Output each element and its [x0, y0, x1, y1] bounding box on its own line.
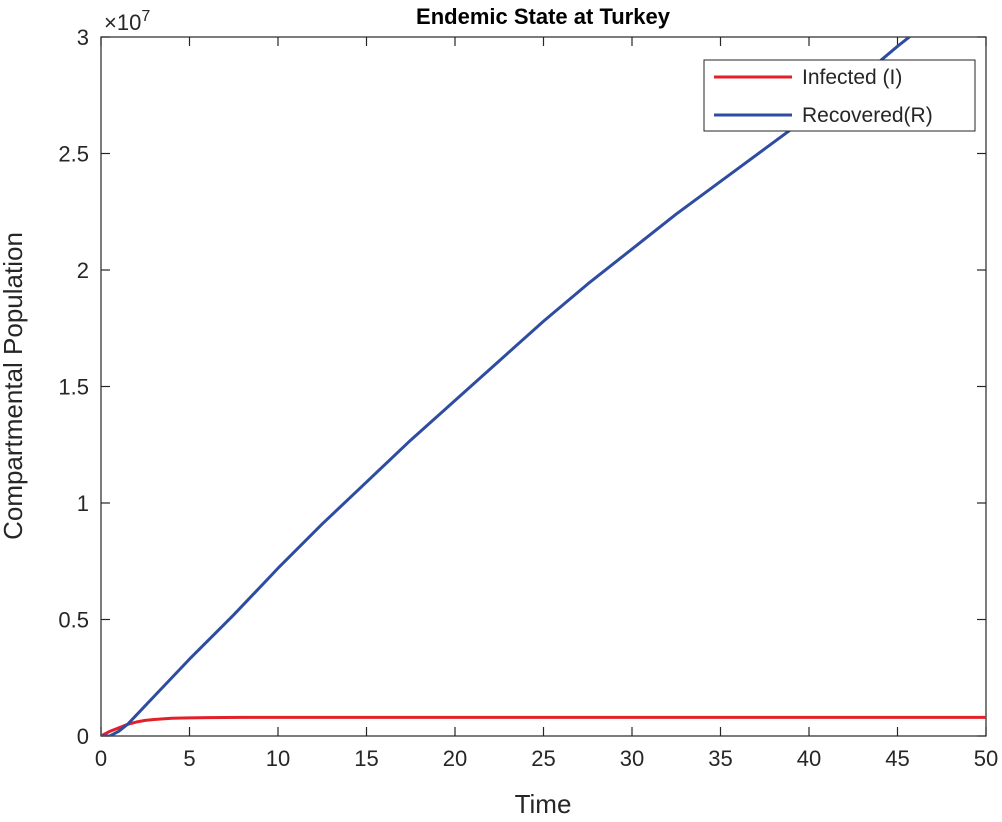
y-exponent-power: 7 — [141, 8, 150, 25]
y-tick-label: 3 — [77, 25, 89, 50]
legend: Infected (I) Recovered(R) — [703, 59, 976, 132]
y-tick-label: 0 — [77, 724, 89, 749]
y-exponent-label: ×107 — [104, 8, 150, 35]
ticks: 0 5 10 15 20 25 30 35 40 45 50 0 0.5 1 1.5 2 2.5 3 — [58, 25, 998, 771]
legend-label-infected: Infected (I) — [802, 66, 902, 89]
x-tick-label: 25 — [531, 746, 555, 771]
x-axis-label: Time — [515, 789, 572, 819]
y-tick-label: 2 — [77, 258, 89, 283]
x-tick-label: 10 — [266, 746, 290, 771]
y-tick-label: 1 — [77, 491, 89, 516]
x-tick-label: 35 — [708, 746, 732, 771]
x-tick-label: 15 — [354, 746, 378, 771]
x-tick-label: 40 — [797, 746, 821, 771]
y-exponent-base: ×10 — [104, 10, 141, 35]
plot-area — [100, 36, 987, 737]
x-tick-label: 30 — [620, 746, 644, 771]
y-tick-label: 0.5 — [58, 608, 89, 633]
legend-label-recovered: Recovered(R) — [802, 104, 933, 127]
chart-title: Endemic State at Turkey — [416, 4, 671, 29]
x-tick-label: 50 — [974, 746, 998, 771]
y-axis-label: Compartmental Population — [0, 232, 28, 540]
y-tick-label: 1.5 — [58, 375, 89, 400]
y-tick-label: 2.5 — [58, 142, 89, 167]
x-tick-label: 20 — [443, 746, 467, 771]
x-tick-label: 45 — [885, 746, 909, 771]
x-tick-label: 0 — [95, 746, 107, 771]
x-tick-label: 5 — [183, 746, 195, 771]
legend-box — [703, 59, 976, 132]
